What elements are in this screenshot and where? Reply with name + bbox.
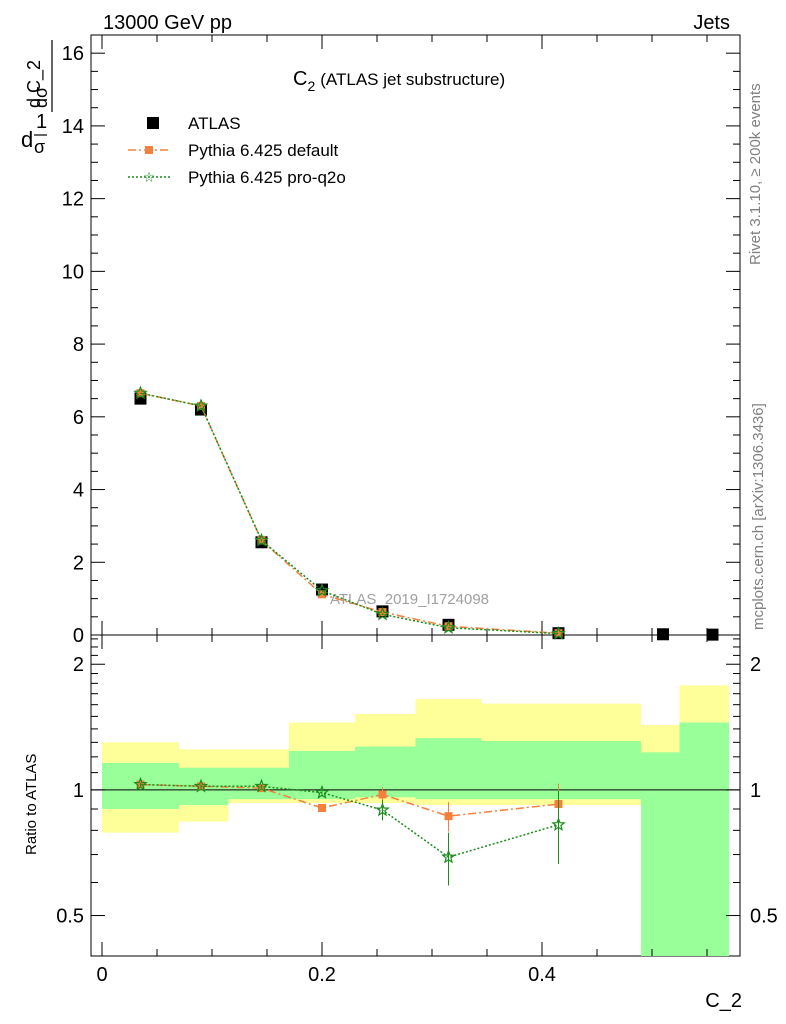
band-inner-6 bbox=[481, 740, 641, 800]
ratio-default-point-4 bbox=[378, 790, 387, 799]
default-point-6 bbox=[554, 629, 563, 638]
ratio-proq2o-point-2 bbox=[254, 778, 269, 793]
ylabel-d-top: dσ bbox=[31, 87, 51, 108]
proq2o-point-0 bbox=[133, 385, 148, 400]
main-ytick-label-1: 2 bbox=[73, 552, 84, 574]
proq2o-line bbox=[140, 392, 559, 635]
main-ytick-label-4: 8 bbox=[73, 334, 84, 356]
ratio-xtick-label-2: 0.4 bbox=[528, 964, 556, 986]
atlas-point-7 bbox=[657, 628, 669, 641]
ratio-proq2o-point-4 bbox=[375, 802, 390, 817]
ratio-xtick-label-0: 0 bbox=[96, 964, 107, 986]
ratio-proq2o-point-3 bbox=[314, 784, 330, 799]
ratio-proq2o-point-1 bbox=[193, 778, 209, 793]
main-ytick-label-7: 14 bbox=[62, 116, 84, 138]
atlas-point-8 bbox=[706, 628, 719, 641]
legend-label-proq2o: Pythia 6.425 pro-q2o bbox=[188, 168, 346, 187]
band-inner-8 bbox=[679, 722, 729, 956]
ratio-ytick-label-right-1: 1 bbox=[750, 780, 761, 802]
legend-marker-atlas bbox=[147, 117, 159, 129]
proq2o-point-5 bbox=[441, 619, 456, 635]
ratio-frame bbox=[90, 634, 741, 957]
rivet-label: Rivet 3.1.10, ≥ 200k events bbox=[747, 83, 764, 265]
main-ytick-label-6: 12 bbox=[62, 189, 84, 211]
analysis-watermark: ATLAS_2019_I1724098 bbox=[330, 591, 489, 608]
ratio-y-label: Ratio to ATLAS bbox=[23, 754, 40, 855]
ratio-proq2o-line bbox=[140, 783, 559, 858]
main-ytick-label-3: 6 bbox=[73, 407, 84, 429]
main-series bbox=[133, 385, 719, 641]
ylabel-d-bottom: d C_2 bbox=[24, 60, 45, 108]
ratio-series bbox=[133, 776, 566, 886]
default-point-4 bbox=[378, 608, 387, 617]
main-ytick-label-0: 0 bbox=[73, 625, 84, 647]
ratio-proq2o-point-6 bbox=[551, 817, 566, 831]
proq2o-point-6 bbox=[551, 625, 566, 640]
band-inner-4 bbox=[355, 746, 416, 798]
ratio-default-point-3 bbox=[318, 803, 326, 812]
main-axes: 0 2 4 6 8 10 12 14 16 bbox=[62, 35, 740, 647]
ratio-ytick-label-left-2: 2 bbox=[73, 654, 84, 676]
header-right: Jets bbox=[693, 12, 730, 34]
main-ytick-label-8: 16 bbox=[62, 43, 84, 65]
main-ytick-label-2: 4 bbox=[73, 480, 84, 502]
ratio-proq2o-point-0 bbox=[133, 776, 148, 791]
ylabel-frac-top: 1 bbox=[36, 111, 47, 133]
legend-label-default: Pythia 6.425 default bbox=[188, 141, 339, 160]
plot-title-main: C2 (ATLAS jet substructure) bbox=[293, 68, 505, 94]
default-point-3 bbox=[318, 590, 326, 599]
mcplots-label: mcplots.cern.ch [arXiv:1306.3436] bbox=[750, 403, 767, 630]
proq2o-point-2 bbox=[254, 532, 269, 547]
legend-marker-default bbox=[145, 146, 153, 154]
legend-label-atlas: ATLAS bbox=[188, 114, 241, 133]
ratio-ytick-label-left-1: 1 bbox=[73, 780, 84, 802]
proq2o-point-3 bbox=[314, 582, 330, 597]
ylabel-prefix-d: d bbox=[21, 127, 33, 152]
ratio-ytick-label-left-0: 0.5 bbox=[56, 906, 84, 928]
default-point-5 bbox=[444, 622, 453, 631]
main-ytick-label-5: 10 bbox=[62, 261, 84, 283]
ratio-xtick-label-1: 0.2 bbox=[308, 964, 336, 986]
ratio-bands bbox=[91, 685, 740, 956]
band-inner-7 bbox=[641, 752, 680, 956]
proq2o-point-4 bbox=[375, 606, 390, 621]
ratio-proq2o-point-5 bbox=[441, 849, 456, 864]
x-axis-label: C_2 bbox=[705, 990, 742, 1012]
ratio-default-point-5 bbox=[444, 812, 453, 821]
ratio-ytick-label-right-0: 0.5 bbox=[750, 906, 778, 928]
ratio-ytick-label-right-2: 2 bbox=[750, 654, 761, 676]
ratio-axes: 0.5 0.5 1 1 2 2 0 0.2 0.4 bbox=[56, 635, 778, 986]
main-ylabel: d 1 σ dσ d C_2 bbox=[21, 40, 53, 157]
ylabel-frac-bottom: σ bbox=[34, 137, 45, 157]
header-left: 13000 GeV pp bbox=[103, 12, 232, 34]
band-inner-5 bbox=[415, 738, 482, 800]
legend: ATLAS Pythia 6.425 default ☆ Pythia 6.42… bbox=[128, 114, 346, 187]
legend-marker-proq2o: ☆ bbox=[143, 169, 156, 185]
proq2o-point-1 bbox=[193, 398, 209, 413]
